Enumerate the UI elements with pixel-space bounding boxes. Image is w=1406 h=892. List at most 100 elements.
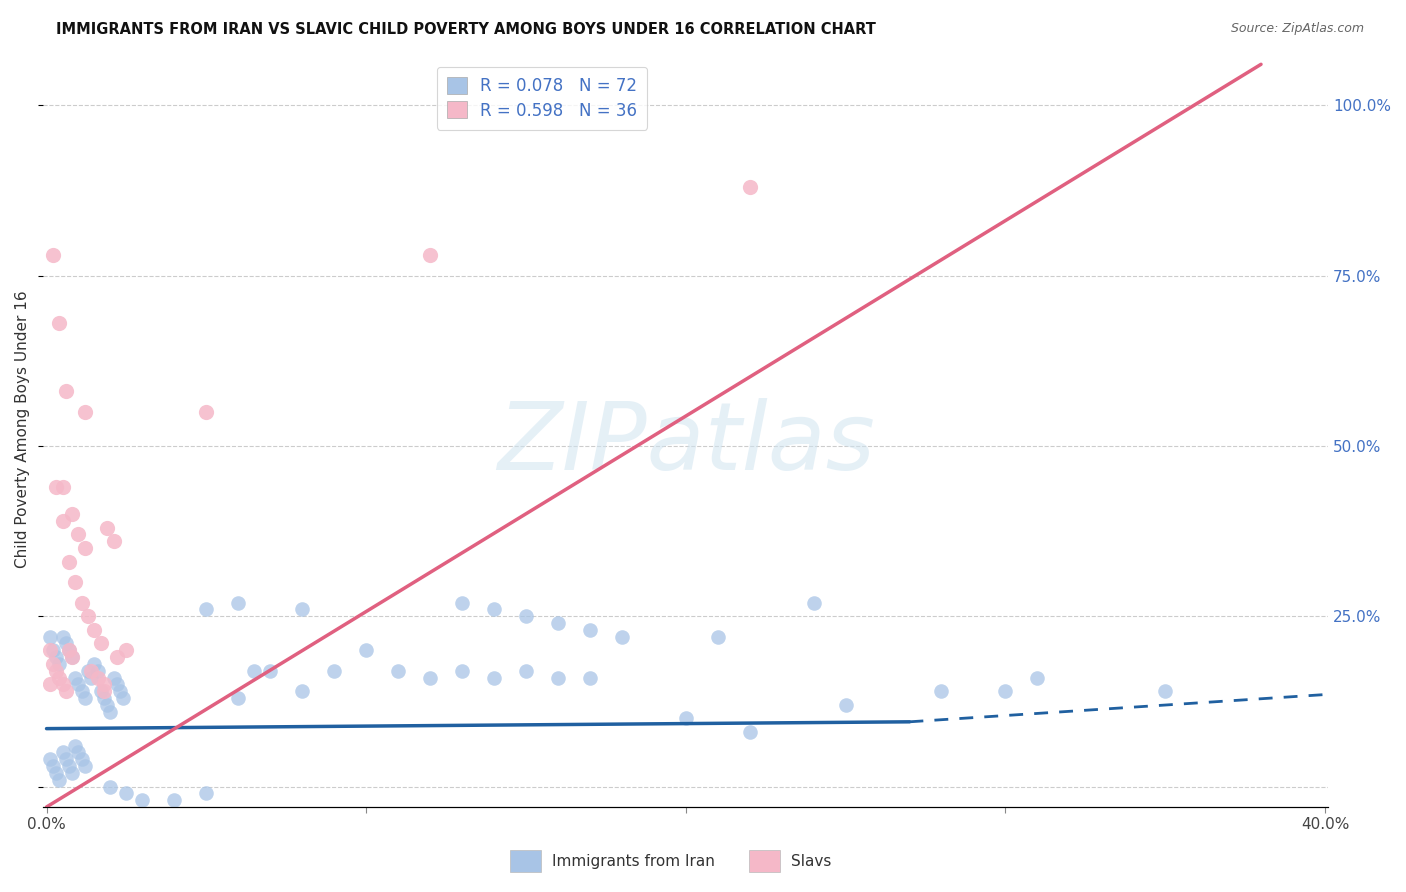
Point (103, 671, 125, 685)
Point (354, 643, 377, 657)
Point (42, 657, 65, 671)
Point (515, 609, 537, 624)
Point (93, 677, 115, 691)
Point (323, 664, 346, 678)
Point (291, 684, 314, 698)
Point (195, 405, 218, 419)
Point (579, 671, 602, 685)
Point (103, 534, 125, 549)
Point (738, 725, 761, 739)
Point (83, 657, 105, 671)
Point (112, 690, 135, 705)
Point (83, 623, 105, 637)
Point (100, 705, 122, 719)
Text: IMMIGRANTS FROM IRAN VS SLAVIC CHILD POVERTY AMONG BOYS UNDER 16 CORRELATION CHA: IMMIGRANTS FROM IRAN VS SLAVIC CHILD POV… (56, 22, 876, 37)
Point (291, 602, 314, 616)
Point (42, 643, 65, 657)
Point (48, 772, 70, 787)
Point (96, 698, 118, 712)
Point (243, 664, 266, 678)
Point (90, 636, 112, 650)
Point (48, 671, 70, 685)
Point (58, 643, 80, 657)
Point (706, 630, 728, 644)
Point (73, 405, 96, 419)
Point (195, 602, 218, 616)
Point (58, 643, 80, 657)
Point (86, 671, 108, 685)
Point (42, 248, 65, 262)
Point (547, 615, 569, 630)
Point (994, 684, 1017, 698)
Point (45, 664, 67, 678)
Point (70, 752, 93, 766)
Point (610, 630, 633, 644)
Point (1026, 671, 1049, 685)
Point (45, 765, 67, 780)
Point (451, 596, 474, 610)
Point (226, 690, 249, 705)
Point (451, 664, 474, 678)
Point (515, 664, 537, 678)
Point (38, 752, 60, 766)
Point (419, 248, 441, 262)
Point (60, 650, 83, 665)
Point (55, 684, 77, 698)
Point (73, 690, 96, 705)
Legend: R = 0.078   N = 72, R = 0.598   N = 36: R = 0.078 N = 72, R = 0.598 N = 36 (437, 67, 647, 129)
Point (482, 602, 505, 616)
Point (675, 711, 697, 725)
Point (115, 643, 138, 657)
Point (48, 316, 70, 330)
Point (67, 527, 90, 541)
Point (51, 746, 73, 760)
Point (48, 657, 70, 671)
Text: Immigrants from Iran: Immigrants from Iran (553, 854, 716, 869)
Point (73, 541, 96, 555)
Point (803, 596, 825, 610)
Point (51, 630, 73, 644)
Point (387, 664, 409, 678)
Point (38, 677, 60, 691)
Point (738, 180, 761, 194)
Point (77, 664, 100, 678)
Point (96, 521, 118, 535)
Point (86, 664, 108, 678)
Point (115, 786, 138, 800)
Point (80, 664, 103, 678)
Point (163, 793, 186, 807)
Point (60, 650, 83, 665)
Point (67, 746, 90, 760)
Point (65, 739, 87, 753)
Point (51, 677, 73, 691)
Point (93, 690, 115, 705)
Point (55, 752, 77, 766)
Point (195, 786, 218, 800)
Point (65, 671, 87, 685)
Point (105, 677, 128, 691)
Point (65, 575, 87, 590)
Point (58, 555, 80, 569)
Point (100, 780, 122, 794)
Point (70, 684, 93, 698)
Point (77, 609, 100, 624)
Point (1154, 684, 1177, 698)
Y-axis label: Child Poverty Among Boys Under 16: Child Poverty Among Boys Under 16 (15, 290, 30, 567)
Point (55, 636, 77, 650)
Point (45, 480, 67, 494)
Text: ZIPatlas: ZIPatlas (496, 399, 875, 490)
Point (80, 671, 103, 685)
Text: Source: ZipAtlas.com: Source: ZipAtlas.com (1230, 22, 1364, 36)
Point (93, 684, 115, 698)
Point (90, 684, 112, 698)
Point (51, 480, 73, 494)
Point (67, 677, 90, 691)
Point (834, 698, 856, 712)
Point (38, 643, 60, 657)
Text: Slavs: Slavs (792, 854, 831, 869)
Point (70, 596, 93, 610)
Point (38, 630, 60, 644)
Point (931, 684, 953, 698)
Point (51, 514, 73, 528)
Point (579, 623, 602, 637)
